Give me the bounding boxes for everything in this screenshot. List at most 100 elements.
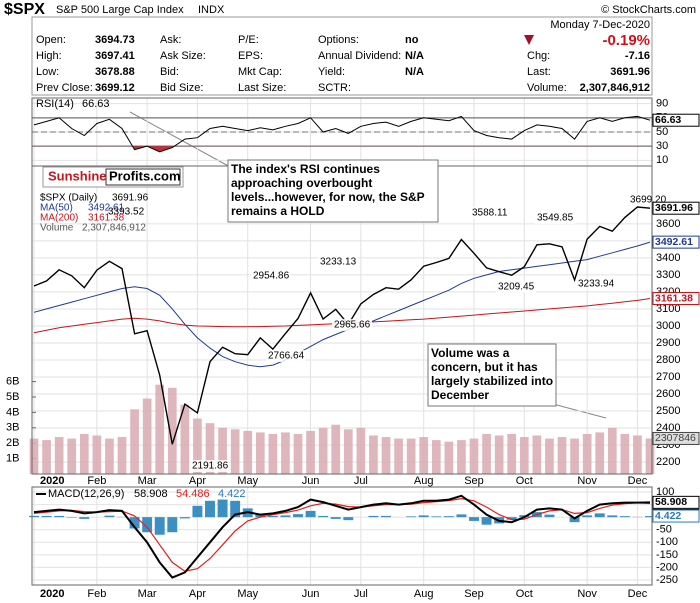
x-tick-label: Sep bbox=[464, 588, 484, 600]
field-label: Annual Dividend: bbox=[318, 50, 401, 62]
x-tick-label: Nov bbox=[577, 588, 597, 600]
down-arrow bbox=[524, 35, 534, 45]
histogram-bar bbox=[645, 516, 655, 518]
y-tick-label: 10 bbox=[656, 154, 668, 166]
volume-bar bbox=[394, 438, 403, 474]
y-tick-label: 50 bbox=[656, 126, 668, 138]
x-tick-label: Mar bbox=[138, 588, 157, 600]
volume-bar bbox=[318, 427, 328, 474]
x-tick-label: Aug bbox=[414, 475, 434, 487]
y-tick-label: 6B bbox=[6, 376, 19, 388]
histogram-bar bbox=[205, 500, 215, 518]
field-label: Ask Size: bbox=[160, 50, 206, 62]
side-value: 3691.96 bbox=[610, 66, 650, 78]
histogram-bar bbox=[469, 517, 479, 521]
field-value: N/A bbox=[405, 66, 424, 78]
x-tick-label: Oct bbox=[516, 588, 533, 600]
field-label: SCTR: bbox=[318, 82, 351, 94]
histogram-bar bbox=[506, 517, 517, 520]
rsi-line bbox=[33, 115, 651, 153]
index-name: S&P 500 Large Cap Index bbox=[56, 4, 184, 16]
y-tick-label: 2400 bbox=[656, 422, 680, 434]
volume-bar bbox=[281, 432, 290, 474]
y-tick-label: 100 bbox=[656, 486, 674, 498]
histogram-bar bbox=[41, 515, 52, 518]
volume-bar bbox=[570, 438, 579, 474]
price-line bbox=[33, 206, 651, 445]
field-label: Prev Close: bbox=[36, 82, 93, 94]
x-tick-label: Oct bbox=[516, 475, 533, 487]
quote-box bbox=[31, 16, 653, 96]
histogram-bar bbox=[594, 513, 605, 518]
logo-right: Profits.com bbox=[109, 168, 181, 183]
note-line: levels...however, for now, the S&P bbox=[231, 190, 425, 204]
y-tick-label: 2800 bbox=[656, 354, 680, 366]
histogram-bar bbox=[456, 514, 467, 518]
price-label-bg bbox=[496, 281, 536, 293]
price-label-bg bbox=[576, 278, 616, 290]
note-box bbox=[427, 343, 557, 407]
legend-value: 3161.38 bbox=[88, 213, 125, 224]
macd-legend-value: 54.486 bbox=[176, 488, 210, 500]
x-tick-label: Aug bbox=[414, 588, 434, 600]
side-label: Volume: bbox=[527, 82, 567, 94]
note-line: largely stabilized into bbox=[431, 374, 553, 388]
y-tick-label: -100 bbox=[656, 536, 678, 548]
histogram-bar bbox=[582, 515, 593, 518]
price-label-bg bbox=[470, 207, 510, 219]
volume-bar bbox=[532, 435, 542, 474]
y-tick-label: -200 bbox=[656, 561, 678, 573]
histogram-bar bbox=[267, 515, 278, 518]
volume-bar bbox=[130, 409, 139, 474]
value-tag-box bbox=[652, 235, 700, 249]
legend-value: 3492.61 bbox=[88, 203, 125, 214]
note-box bbox=[227, 159, 439, 223]
histogram-bar bbox=[406, 516, 417, 518]
legend-name: Volume bbox=[40, 223, 74, 234]
histogram-bar bbox=[154, 517, 165, 535]
value-tag: 3691.96 bbox=[655, 202, 693, 214]
price-label: 3233.94 bbox=[578, 279, 615, 290]
histogram-bar bbox=[104, 515, 115, 518]
y-tick-label: 3600 bbox=[656, 218, 680, 230]
volume-bar bbox=[431, 440, 441, 474]
legend-value: 2,307,846,912 bbox=[82, 223, 146, 234]
y-tick-label: 2500 bbox=[656, 405, 680, 417]
field-label: Open: bbox=[36, 34, 66, 46]
volume-bar bbox=[595, 432, 605, 474]
price-label-bg bbox=[251, 270, 291, 282]
field-label: High: bbox=[36, 50, 62, 62]
histogram-bar bbox=[619, 516, 630, 518]
volume-bar bbox=[255, 432, 265, 474]
field-value: N/A bbox=[405, 50, 424, 62]
value-tag: 58.908 bbox=[655, 496, 687, 508]
volume-bar bbox=[507, 433, 517, 474]
volume-bar bbox=[243, 430, 253, 474]
x-tick-label: Mar bbox=[138, 475, 157, 487]
y-tick-label: 2900 bbox=[656, 337, 680, 349]
x-tick-label: Jun bbox=[302, 475, 320, 487]
value-tag: 3492.61 bbox=[655, 236, 693, 248]
side-label: Chg: bbox=[527, 50, 550, 62]
value-tag: 2307846 bbox=[655, 432, 696, 444]
legend-name: MA(50) bbox=[40, 203, 73, 214]
histogram-bar bbox=[29, 515, 39, 518]
note-line: remains a HOLD bbox=[231, 204, 325, 218]
price-label-bg bbox=[190, 460, 230, 472]
histogram-bar bbox=[293, 514, 303, 518]
histogram-bar bbox=[481, 517, 492, 525]
histogram-bar bbox=[318, 515, 329, 518]
side-label: Last: bbox=[527, 66, 551, 78]
histogram-bar bbox=[66, 517, 77, 518]
volume-bar bbox=[167, 387, 177, 474]
x-tick-label: Dec bbox=[628, 588, 648, 600]
x-tick-label: 2020 bbox=[40, 588, 64, 600]
legend-value: 3691.96 bbox=[112, 193, 149, 204]
field-label: EPS: bbox=[238, 50, 263, 62]
histogram-bar bbox=[54, 515, 65, 518]
histogram-bar bbox=[79, 517, 90, 519]
y-tick-label: -50 bbox=[656, 524, 672, 536]
volume-bar bbox=[54, 437, 64, 474]
